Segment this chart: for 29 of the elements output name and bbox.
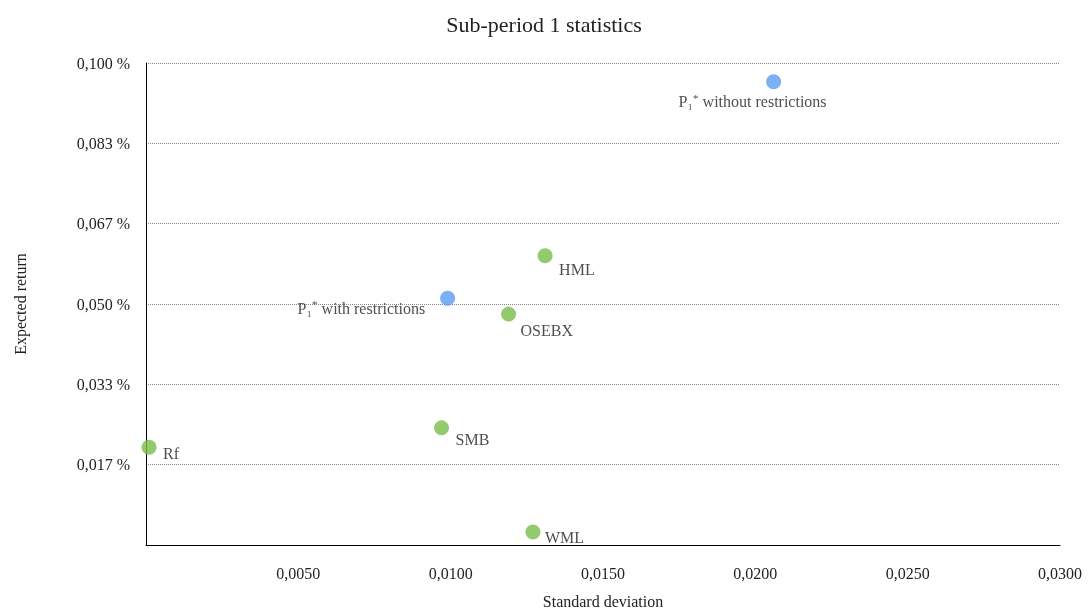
x-tick-label: 0,0050 [276, 564, 321, 582]
point [537, 248, 553, 264]
y-tick-label: 0,017 % [76, 456, 130, 474]
series-label: P₁* with restrictions [297, 298, 426, 317]
x-tick-label: 0,0150 [581, 564, 625, 582]
y-tick-label: 0,033 % [76, 375, 130, 393]
y-axis-title: Expected return [11, 253, 30, 355]
x-tick-label: 0,0250 [885, 564, 930, 582]
x-tick-label: 0,0100 [428, 564, 473, 582]
chart-title: Sub-period 1 statistics [446, 11, 642, 37]
y-tick-label: 0,067 % [76, 215, 130, 233]
point [141, 439, 157, 455]
y-tick-label: 0,100 % [76, 54, 130, 72]
point [440, 290, 456, 306]
series-label: OSEBX [520, 321, 574, 339]
point [766, 74, 782, 90]
y-tick-label: 0,050 % [76, 295, 130, 313]
x-tick-label: 0,0200 [733, 564, 778, 582]
point [525, 524, 541, 540]
y-tick-label: 0,083 % [76, 134, 130, 152]
series-label: WML [544, 529, 585, 547]
x-axis-title: Standard deviation [542, 592, 664, 610]
series-label: SMB [455, 431, 490, 449]
point [501, 306, 517, 322]
x-tick-label: 0,0300 [1038, 564, 1082, 582]
series-label: P₁* without restrictions [678, 91, 827, 111]
series-label: HML [559, 261, 595, 279]
point [434, 420, 450, 436]
series-label: Rf [163, 444, 180, 462]
